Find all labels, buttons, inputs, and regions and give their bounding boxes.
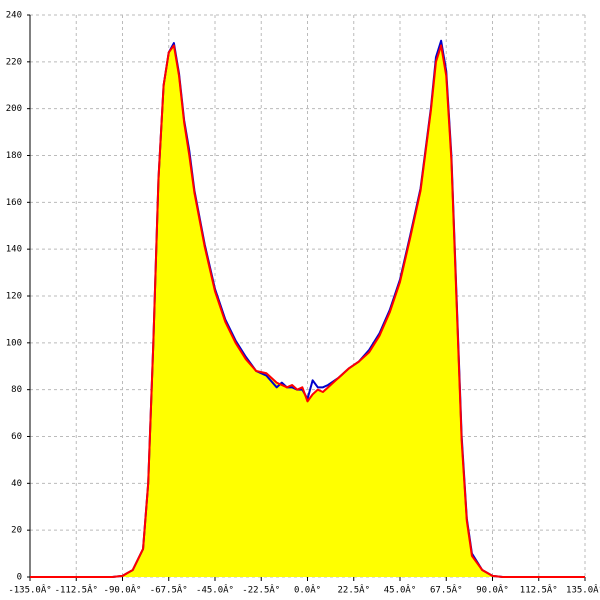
- y-tick-label: 40: [11, 479, 22, 489]
- x-tick-label: 112.5Â°: [520, 584, 558, 596]
- y-tick-label: 80: [11, 385, 22, 395]
- x-tick-label: -22.5Â°: [242, 584, 280, 596]
- x-tick-label: 90.0Â°: [476, 584, 509, 596]
- x-tick-label: 45.0Â°: [384, 584, 417, 596]
- x-tick-label: -112.5Â°: [55, 584, 98, 596]
- y-tick-label: 20: [11, 526, 22, 536]
- y-tick-label: 120: [6, 292, 22, 302]
- y-tick-label: 0: [17, 573, 22, 583]
- area-fill: [30, 45, 585, 578]
- x-tick-label: 135.0Â°: [566, 584, 600, 596]
- x-tick-label: -67.5Â°: [150, 584, 188, 596]
- x-tick-label: -45.0Â°: [196, 584, 234, 596]
- y-tick-label: 140: [6, 245, 22, 255]
- y-tick-label: 160: [6, 198, 22, 208]
- x-tick-label: 67.5Â°: [430, 584, 463, 596]
- x-tick-label: 22.5Â°: [337, 584, 370, 596]
- series-line: [30, 44, 585, 578]
- y-tick-label: 60: [11, 432, 22, 442]
- y-tick-label: 180: [6, 151, 22, 161]
- y-tick-label: 200: [6, 104, 22, 114]
- x-tick-label: 0.0Â°: [294, 584, 321, 596]
- x-tick-label: -90.0Â°: [104, 584, 142, 596]
- x-tick-label: -135.0Â°: [8, 584, 51, 596]
- y-tick-label: 100: [6, 338, 22, 348]
- y-tick-label: 240: [6, 11, 22, 21]
- y-tick-label: 220: [6, 57, 22, 67]
